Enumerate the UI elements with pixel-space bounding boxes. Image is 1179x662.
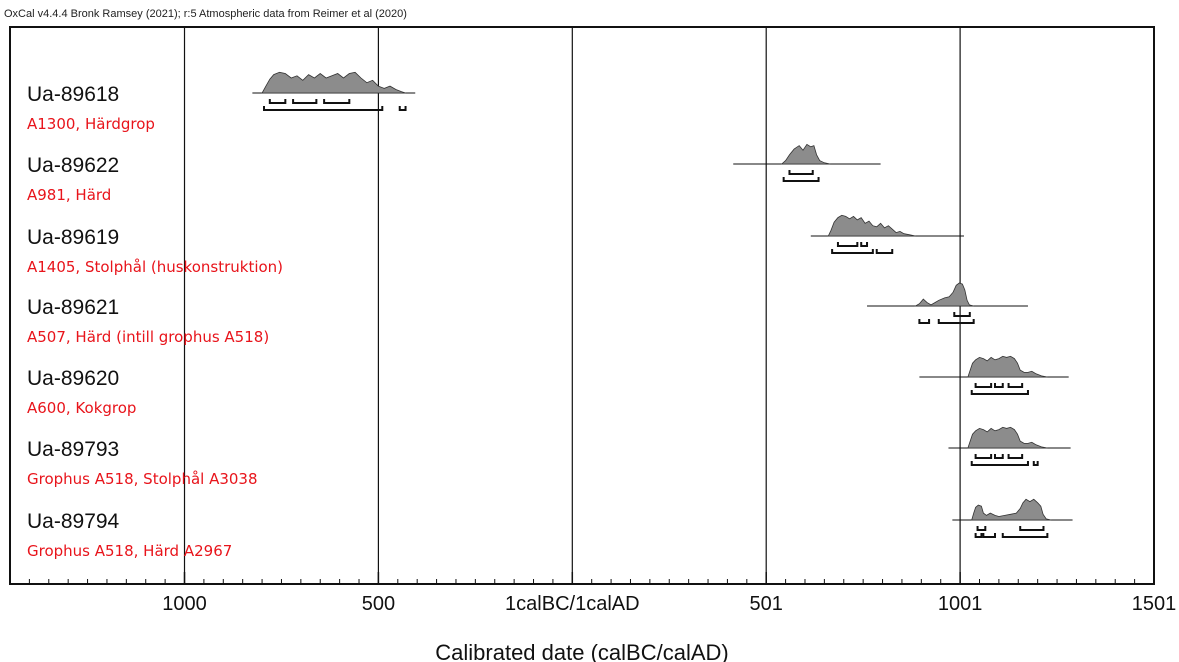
hpd-68-range <box>292 99 318 104</box>
x-axis: 1000 500 1calBC/1calAD 501 1001 1501 <box>28 572 1177 615</box>
hpd-95-range <box>1032 461 1039 466</box>
sample-plots: Ua-89618 A1300, Härdgrop Ua-89622 A981, Här… <box>27 71 1073 560</box>
sample-id: Ua-89620 <box>27 367 119 390</box>
sample-context: A1300, Härdgrop <box>27 115 155 133</box>
x-tick-label: 1001 <box>938 593 983 615</box>
hpd-68-range <box>860 242 869 247</box>
hpd-95-range <box>1001 533 1049 538</box>
hpd-68-range <box>788 170 814 175</box>
sample-row: Ua-89794 Grophus A518, Härd A2967 <box>27 498 1073 560</box>
hpd-68-range <box>323 99 351 104</box>
sample-row: Ua-89620 A600, Kokgrop <box>27 355 1069 417</box>
plot-frame <box>9 26 1155 585</box>
probability-distribution <box>967 355 1048 378</box>
hpd-68-range <box>994 383 1004 388</box>
probability-distribution <box>914 282 974 307</box>
sample-context: A507, Härd (intill grophus A518) <box>27 328 269 346</box>
probability-distribution <box>780 143 831 165</box>
hpd-68-range <box>1019 526 1045 531</box>
hpd-95-range <box>263 106 384 111</box>
sample-row: Ua-89622 A981, Härd <box>27 143 881 204</box>
hpd-68-range <box>974 454 993 459</box>
hpd-95-range <box>982 533 997 538</box>
chart-header: OxCal v4.4.4 Bronk Ramsey (2021); r:5 At… <box>4 8 407 20</box>
hpd-95-range <box>974 533 983 538</box>
x-tick-label: 1calBC/1calAD <box>505 593 640 615</box>
hpd-95-range <box>970 461 1029 466</box>
hpd-95-range <box>831 249 874 254</box>
sample-id: Ua-89618 <box>27 83 119 106</box>
x-tick-label: 501 <box>750 593 783 615</box>
x-tick-label: 500 <box>362 593 395 615</box>
probability-distribution <box>827 214 916 237</box>
sample-id: Ua-89619 <box>27 226 119 249</box>
x-tick-label: 1000 <box>162 593 207 615</box>
sample-id: Ua-89622 <box>27 154 119 177</box>
sample-row: Ua-89619 A1405, Stolphål (huskonstruktion… <box>27 214 964 276</box>
hpd-68-range <box>836 242 859 247</box>
hpd-95-range <box>398 106 407 111</box>
hpd-68-range <box>953 312 971 317</box>
hpd-68-range <box>994 454 1004 459</box>
probability-distribution <box>261 71 406 94</box>
sample-context: A1405, Stolphål (huskonstruktion) <box>27 258 283 276</box>
sample-context: A600, Kokgrop <box>27 399 136 417</box>
x-axis-title: Calibrated date (calBC/calAD) <box>435 640 728 662</box>
probability-distribution <box>971 498 1052 521</box>
sample-row: Ua-89621 A507, Härd (intill grophus A518) <box>27 282 1028 346</box>
hpd-68-range <box>974 383 993 388</box>
hpd-95-range <box>937 319 975 324</box>
hpd-95-range <box>918 319 931 324</box>
hpd-68-range <box>1007 454 1024 459</box>
sample-context: A981, Härd <box>27 186 111 204</box>
sample-context: Grophus A518, Stolphål A3038 <box>27 470 258 488</box>
sample-row: Ua-89793 Grophus A518, Stolphål A3038 <box>27 426 1071 488</box>
probability-distribution <box>967 426 1048 449</box>
hpd-68-range <box>976 526 987 531</box>
hpd-95-range <box>782 177 820 182</box>
sample-id: Ua-89621 <box>27 296 119 319</box>
x-tick-label: 1501 <box>1132 593 1177 615</box>
sample-id: Ua-89794 <box>27 510 120 533</box>
sample-id: Ua-89793 <box>27 438 119 461</box>
hpd-95-range <box>875 249 894 254</box>
sample-context: Grophus A518, Härd A2967 <box>27 542 232 560</box>
sample-row: Ua-89618 A1300, Härdgrop <box>27 71 416 133</box>
hpd-68-range <box>268 99 287 104</box>
hpd-95-range <box>970 390 1029 395</box>
hpd-68-range <box>1007 383 1024 388</box>
